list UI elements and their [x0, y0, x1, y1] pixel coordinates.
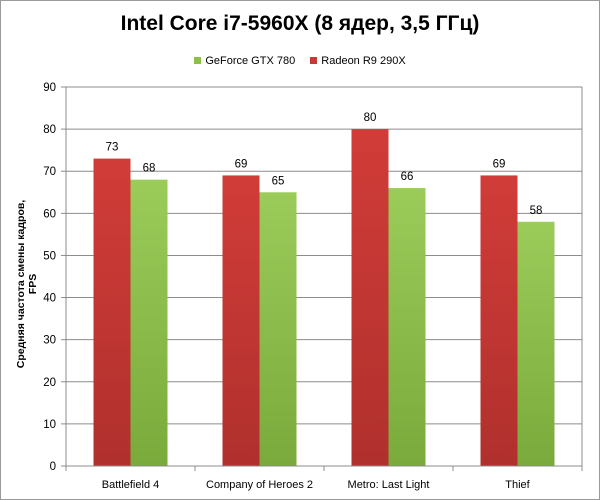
data-label: 66 [401, 171, 414, 183]
y-tick-label: 80 [43, 124, 56, 136]
data-label: 68 [143, 163, 156, 175]
legend-label-r9290x: Radeon R9 290X [321, 55, 406, 67]
bar-radeon-r9-290x [351, 129, 389, 466]
y-tick-label: 10 [43, 419, 56, 431]
y-tick-label: 20 [43, 377, 56, 389]
bar-radeon-r9-290x [480, 175, 518, 466]
data-label: 69 [493, 158, 506, 170]
x-tick-label: Metro: Last Light [348, 479, 430, 491]
bar-geforce-gtx-780 [517, 221, 555, 466]
y-tick-label: 90 [43, 82, 56, 94]
legend-entry-r9290x: Radeon R9 290X [310, 55, 406, 67]
y-tick-label: 0 [50, 461, 56, 473]
x-tick-label: Company of Heroes 2 [206, 479, 313, 491]
data-label: 69 [235, 158, 248, 170]
legend-swatch-red [310, 57, 318, 64]
data-label: 65 [272, 175, 285, 187]
legend-entry-gtx780: GeForce GTX 780 [194, 55, 295, 67]
bar-geforce-gtx-780 [259, 192, 297, 466]
legend: GeForce GTX 780 Radeon R9 290X [0, 55, 600, 67]
y-tick-label: 70 [43, 166, 56, 178]
y-tick-label: 40 [43, 293, 56, 305]
data-label: 73 [106, 142, 119, 154]
bar-radeon-r9-290x [222, 175, 260, 466]
chart-title: Intel Core i7-5960X (8 ядер, 3,5 ГГц) [120, 12, 480, 35]
legend-label-gtx780: GeForce GTX 780 [205, 55, 296, 67]
legend-swatch-green [194, 57, 202, 64]
data-label: 80 [364, 112, 377, 124]
y-tick-label: 30 [43, 335, 56, 347]
y-tick-label: 60 [43, 208, 56, 220]
x-tick-label: Thief [505, 479, 530, 491]
bar-radeon-r9-290x [93, 158, 131, 467]
data-label: 58 [530, 205, 543, 217]
bar-geforce-gtx-780 [130, 179, 168, 466]
y-tick-label: 50 [43, 250, 56, 262]
x-tick-label: Battlefield 4 [102, 479, 159, 491]
bar-geforce-gtx-780 [388, 188, 426, 467]
